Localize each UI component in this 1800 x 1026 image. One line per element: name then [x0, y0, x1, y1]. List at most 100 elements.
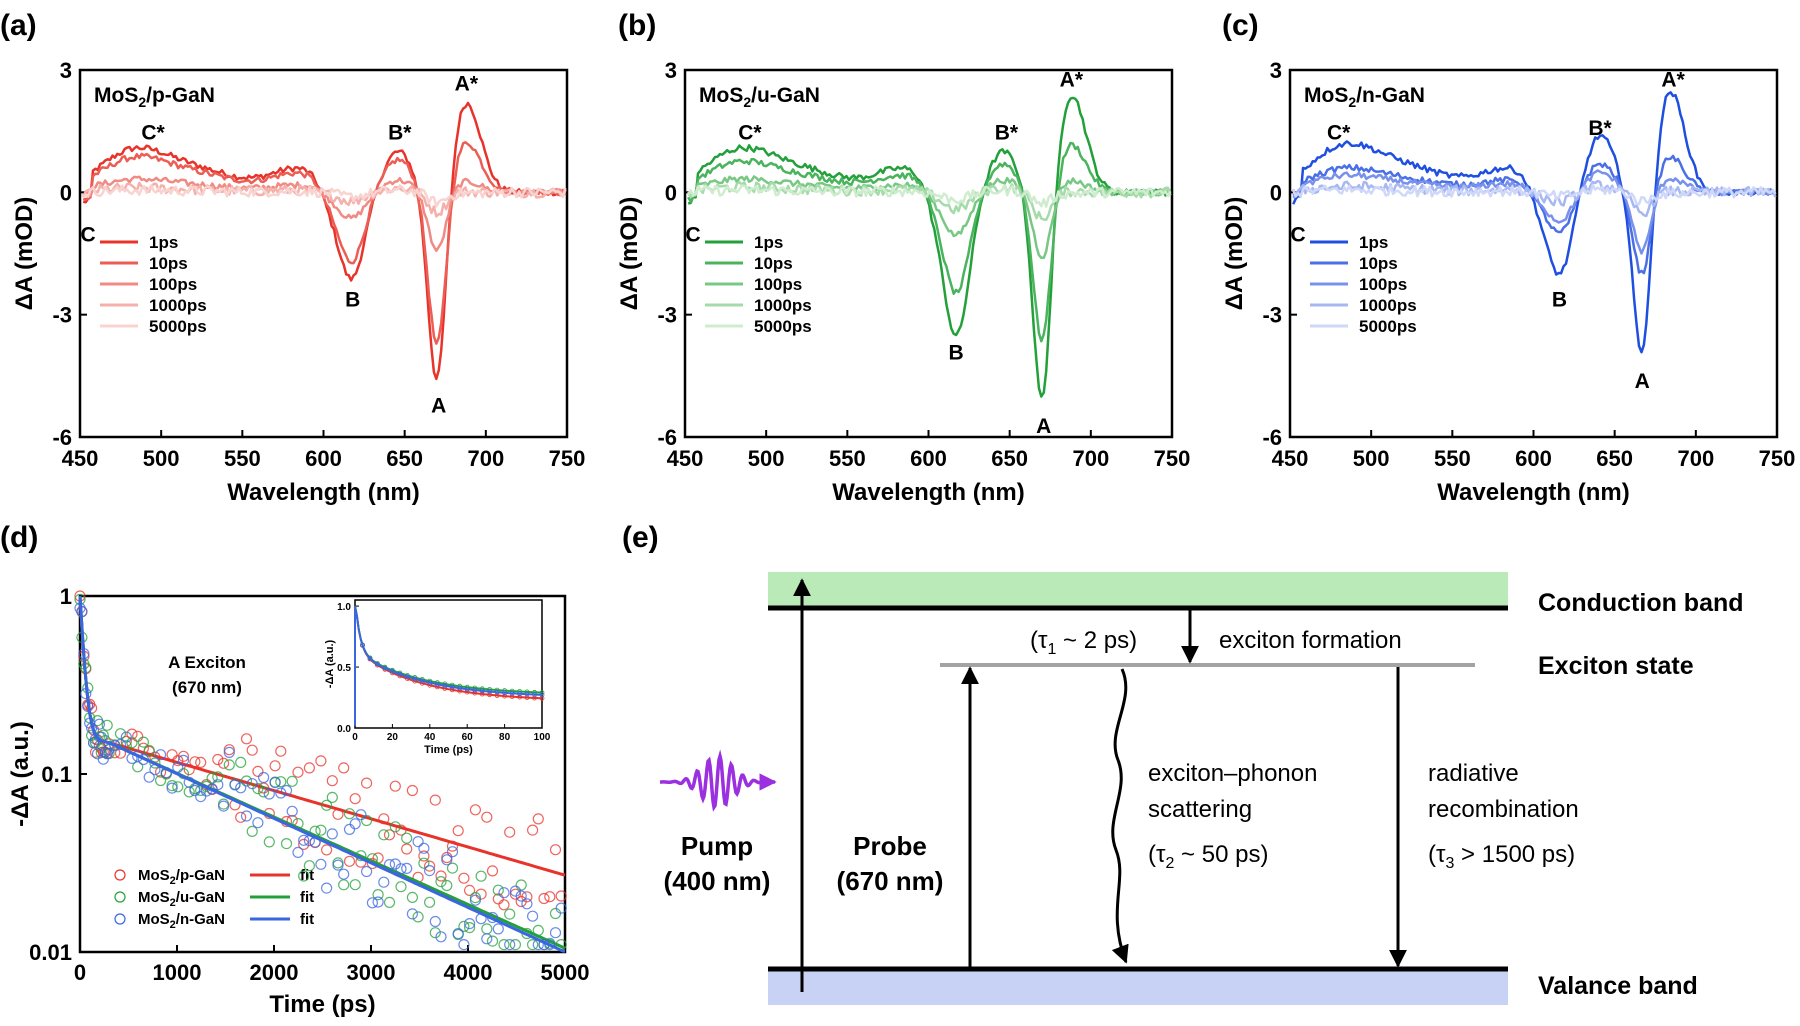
data-point: [89, 733, 102, 745]
data-point: [412, 911, 424, 923]
inset-y-tick-label: 0.0: [337, 724, 351, 735]
data-point: [532, 924, 544, 937]
data-point: [303, 762, 315, 774]
data-point: [555, 890, 567, 902]
probe-wavelength: (670 nm): [837, 866, 944, 896]
data-point: [137, 753, 149, 766]
spectrum-line-5000ps: [82, 184, 567, 208]
spectrum-line-5000ps: [1292, 183, 1777, 206]
title-part: /u-GaN: [751, 84, 820, 107]
data-point: [132, 750, 144, 762]
legend-label: 10ps: [754, 254, 793, 273]
data-point: [149, 763, 161, 776]
legend-label: MoS2/u-GaN: [138, 889, 225, 909]
y-tick-label: 3: [665, 58, 677, 83]
data-point: [177, 750, 190, 762]
data-point: [321, 844, 333, 856]
data-point: [383, 829, 396, 841]
data-point: [315, 755, 327, 767]
data-point: [401, 832, 413, 844]
inset-point: [494, 693, 500, 698]
data-point: [218, 757, 230, 769]
data-point: [309, 836, 321, 848]
data-point: [343, 855, 356, 867]
data-point: [229, 779, 241, 791]
peak-label-Cstar: C*: [141, 121, 165, 144]
data-point: [246, 825, 258, 838]
data-point: [246, 778, 258, 790]
data-point: [481, 933, 493, 945]
data-point: [395, 824, 407, 836]
title-subscript: 2: [1348, 94, 1356, 110]
legend-part: /u-GaN: [176, 889, 225, 906]
inset-point: [472, 687, 478, 693]
title-subscript: 2: [138, 94, 146, 110]
data-point: [315, 858, 327, 870]
x-tick-label: 700: [1677, 446, 1714, 471]
inset-line-2: [354, 605, 543, 726]
inset-x-tick-label: 0: [352, 732, 358, 743]
data-point: [258, 771, 270, 784]
legend-sub: 2: [170, 875, 176, 887]
spectrum-line-10ps: [82, 141, 567, 345]
data-point: [418, 850, 430, 862]
legend-part: MoS: [138, 911, 170, 928]
data-point: [492, 923, 504, 935]
data-point: [120, 735, 132, 747]
x-tick-label: 700: [467, 446, 504, 471]
data-point: [252, 817, 264, 829]
peak-label-A: A: [1635, 370, 1650, 393]
legend-fit-label: fit: [300, 889, 314, 906]
legend-marker: [114, 913, 126, 925]
data-point: [412, 835, 424, 848]
inset-point: [517, 691, 522, 697]
data-point: [321, 882, 333, 894]
data-point: [132, 730, 144, 742]
data-point: [303, 860, 315, 872]
data-point: [378, 813, 390, 825]
data-point: [275, 787, 287, 799]
data-point: [549, 907, 562, 920]
legend-part: MoS: [138, 867, 170, 884]
fit-line-0: [78, 595, 566, 877]
data-point: [183, 776, 195, 788]
inset-x-tick-label: 40: [424, 732, 436, 743]
peak-label-C: C: [686, 223, 701, 246]
y-axis-label: ΔA (mOD): [1221, 197, 1248, 311]
data-point: [441, 879, 453, 892]
data-point: [441, 854, 453, 866]
spectrum-panel-3: 450 500 550 600 650 700 750 3 0 -3 -6 Wavelength (n…: [1221, 58, 1795, 506]
data-point: [475, 913, 487, 925]
data-point: [481, 811, 493, 823]
data-point: [235, 782, 247, 794]
radiative-line1: radiative: [1428, 760, 1519, 787]
legend-part: /n-GaN: [176, 911, 225, 928]
data-point: [223, 744, 235, 756]
title-subscript: 2: [743, 94, 751, 110]
legend-label: 1ps: [1359, 233, 1388, 252]
peak-label-C: C: [1291, 223, 1306, 246]
title-part: MoS: [699, 84, 743, 107]
data-point: [515, 879, 527, 891]
y-tick-label: -3: [657, 303, 677, 328]
data-point: [544, 938, 556, 951]
x-axis-label: Time (ps): [269, 991, 375, 1018]
data-point: [143, 771, 155, 783]
peak-label-C: C: [81, 223, 96, 246]
data-point: [298, 870, 310, 882]
probe-label: Probe: [853, 831, 927, 861]
data-point: [126, 728, 138, 740]
inset-point: [412, 676, 418, 682]
data-point: [361, 865, 373, 878]
data-point: [280, 784, 293, 797]
pump-wavelength: (400 nm): [664, 866, 771, 896]
x-tick-label: 750: [549, 446, 586, 471]
y-tick-label: -6: [1262, 425, 1282, 450]
inset-point: [494, 689, 500, 695]
peak-label-Bstar: B*: [388, 121, 412, 144]
data-point: [109, 740, 121, 752]
y-tick-label: 0.01: [29, 940, 72, 965]
data-point: [378, 876, 390, 888]
data-point: [521, 891, 533, 903]
legend-label: 100ps: [754, 275, 802, 294]
